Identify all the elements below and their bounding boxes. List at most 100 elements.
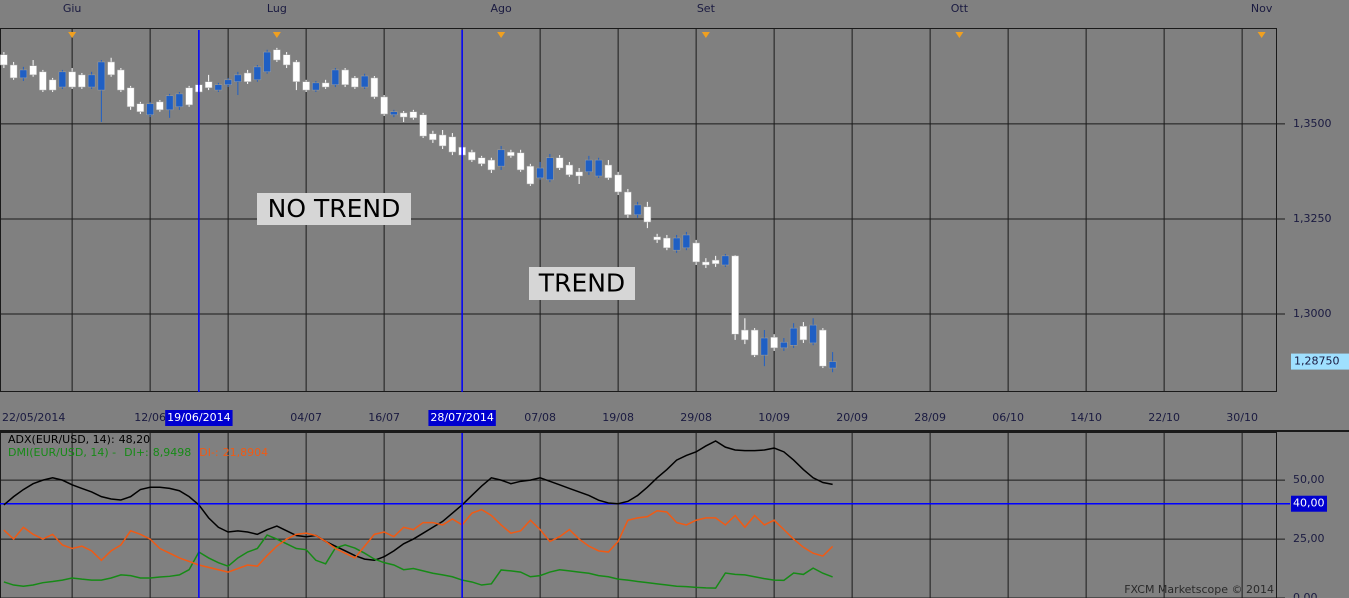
candle-body	[448, 136, 457, 153]
x-tick-label: 19/06/2014	[167, 411, 230, 424]
candle-body	[624, 191, 632, 216]
candle-body	[546, 157, 554, 181]
candle-body	[555, 157, 564, 169]
y-tick-label: 1,3500	[1293, 117, 1332, 130]
candle-body	[438, 134, 447, 147]
candle-body	[663, 237, 671, 249]
y-tick-label: 25,00	[1293, 532, 1325, 545]
candle-body	[419, 114, 427, 137]
x-tick-label: 06/10	[992, 411, 1024, 424]
last-price-box	[1291, 353, 1349, 370]
candle-body	[653, 236, 661, 241]
level-label: 40,00	[1293, 497, 1325, 510]
x-tick-label: 22/10	[1148, 411, 1180, 424]
candle-body	[702, 261, 710, 266]
series-line	[3, 508, 834, 573]
candle-body	[399, 112, 408, 118]
candle-body	[711, 259, 720, 265]
legend-value: 21,8904	[223, 446, 269, 459]
candle-body	[253, 66, 262, 81]
candle-body	[468, 151, 476, 161]
candle-body	[828, 361, 837, 369]
candle-body	[507, 151, 515, 157]
candle-body	[604, 164, 613, 179]
x-tick-label: 19/08	[602, 411, 634, 424]
candle-body	[214, 84, 223, 91]
candle-body	[672, 237, 681, 251]
y-tick-label: 50,00	[1293, 473, 1325, 486]
candle-body	[68, 71, 76, 88]
candle-body	[575, 171, 583, 177]
candle-body	[136, 103, 145, 113]
candle-body	[146, 103, 154, 116]
month-label: Ago	[491, 2, 513, 15]
x-tick-label: 07/08	[524, 411, 556, 424]
candle-body	[19, 69, 28, 79]
candle-body	[633, 204, 642, 216]
candle-body	[360, 75, 369, 88]
candle-body	[29, 65, 37, 76]
candle-body	[341, 69, 349, 86]
annotation-box	[257, 193, 411, 225]
series-line	[3, 534, 833, 589]
annotation-box	[529, 267, 635, 300]
candle-body	[156, 101, 164, 111]
candle-body	[721, 255, 730, 266]
x-tick-label: 20/09	[836, 411, 868, 424]
month-marker	[68, 32, 77, 38]
candle-body	[760, 337, 769, 356]
month-marker	[701, 32, 710, 38]
y-tick-label: 1,3250	[1293, 212, 1332, 225]
candle-body	[809, 324, 817, 344]
candle-body	[126, 87, 135, 108]
candle-body	[477, 157, 486, 165]
x-tick-label: 04/07	[290, 411, 322, 424]
candle-body	[87, 74, 96, 88]
candle-body	[165, 95, 174, 111]
x-tick-label: 28/07/2014	[430, 411, 493, 424]
candle-body	[643, 206, 652, 223]
x-tick-label: 12/06	[134, 411, 166, 424]
cursor-label-box	[165, 410, 233, 426]
annotation: TREND	[538, 269, 625, 298]
x-tick-label: 10/09	[758, 411, 790, 424]
x-tick-label: 30/10	[1226, 411, 1258, 424]
legend-name: DI+:	[124, 446, 149, 459]
candle-body	[185, 87, 193, 106]
month-label: Lug	[267, 2, 287, 15]
candle-body	[302, 81, 310, 91]
level-box	[1291, 495, 1327, 512]
month-marker	[272, 32, 281, 38]
candle-body	[536, 167, 544, 179]
candle-body	[516, 152, 525, 171]
candle-body	[750, 329, 759, 356]
candle-body	[292, 61, 301, 82]
month-marker	[497, 32, 506, 38]
y-tick-label: 1,3000	[1293, 307, 1332, 320]
candle-body	[204, 81, 213, 89]
candle-body	[497, 149, 505, 167]
x-tick-label: 29/08	[680, 411, 712, 424]
x-tick-label: 16/07	[368, 411, 400, 424]
candle-body	[243, 72, 252, 82]
candle-body	[614, 174, 622, 193]
candle-body	[263, 51, 271, 73]
candle-body	[380, 96, 388, 115]
candle-body	[565, 164, 574, 176]
candle-body	[224, 79, 232, 86]
legend-name: DI-:	[199, 446, 218, 459]
month-marker	[955, 32, 964, 38]
y-tick-label: 0,00	[1293, 591, 1318, 598]
candle-body	[682, 234, 691, 249]
candle-body	[58, 71, 67, 88]
footer: FXCM Marketscope © 2014	[1124, 583, 1274, 596]
x-tick-label: 22/05/2014	[2, 411, 65, 424]
indicator-panel	[0, 432, 1277, 598]
candle-body	[585, 159, 593, 173]
x-tick-label: 28/09	[914, 411, 946, 424]
candle-body	[48, 79, 57, 91]
candle-body	[770, 336, 778, 349]
candle-body	[273, 49, 281, 61]
